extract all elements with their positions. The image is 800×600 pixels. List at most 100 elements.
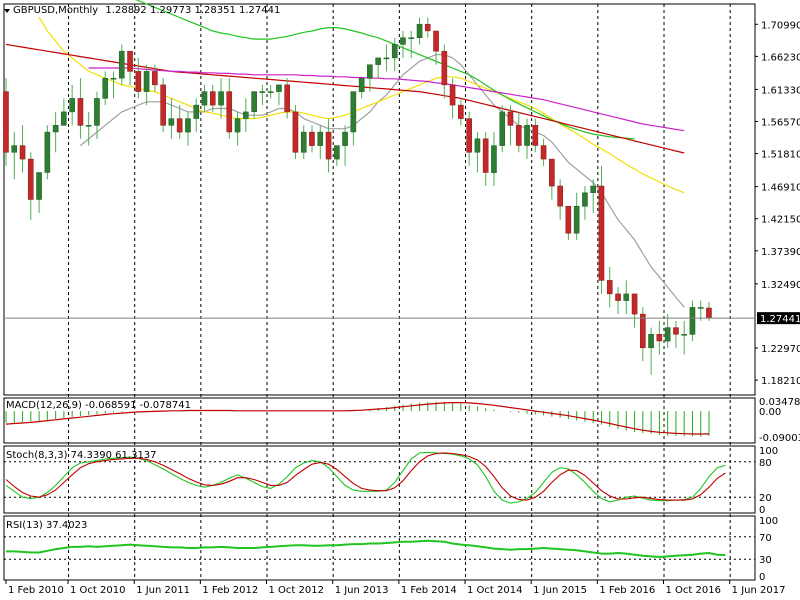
price-tick-label: 1.32490 [761, 280, 800, 291]
candle-body [499, 111, 506, 146]
macd-tick-label: 0.034788 [759, 397, 800, 408]
rsi-title: RSI(13) 37.4023 [6, 520, 87, 531]
price-tick-label: 1.61330 [761, 85, 800, 96]
candle [598, 165, 605, 294]
chart-title: GBPUSD,Monthly 1.28892 1.29773 1.28351 1… [13, 5, 280, 16]
candle-body [118, 50, 125, 79]
candle [515, 111, 522, 153]
candle-body [491, 145, 497, 173]
candle [300, 125, 307, 160]
candle-body [168, 118, 175, 126]
candle [681, 320, 687, 355]
candle-body [292, 111, 299, 153]
price-axis: 1.70990 1.66230 1.61330 1.56570 1.51810 1.469… [755, 20, 800, 387]
candle [209, 84, 216, 112]
candle [449, 78, 456, 119]
candle-body [433, 30, 439, 52]
price-tick-label: 1.37390 [761, 247, 800, 258]
candle-body [226, 91, 233, 133]
candle-body [234, 118, 241, 133]
candle-body [458, 104, 464, 119]
candle [640, 307, 646, 362]
candle-body [367, 64, 373, 79]
candle [292, 105, 299, 160]
candle-body [350, 91, 357, 133]
candle [143, 64, 150, 106]
candle-body [590, 185, 596, 193]
candle-body [160, 84, 166, 126]
candle [375, 57, 381, 79]
dropdown-triangle-icon[interactable] [4, 9, 10, 13]
candle [689, 300, 696, 342]
candle [606, 266, 613, 308]
candle-body [44, 131, 51, 173]
price-tick-label: 1.42150 [761, 215, 800, 226]
candle-body [27, 158, 34, 200]
candle-body [507, 111, 514, 126]
candle [499, 105, 506, 153]
candle [152, 64, 158, 92]
candle [102, 71, 109, 106]
candle-body [127, 50, 133, 72]
current-price-label: 1.27441 [760, 314, 800, 325]
candle-body [201, 91, 208, 106]
candle-body [317, 131, 324, 146]
symbol-label: GBPUSD,Monthly [13, 5, 98, 16]
main-frame [3, 3, 756, 396]
stoch-frame [3, 445, 756, 514]
candle-body [77, 98, 84, 126]
candle-body [623, 293, 630, 301]
stoch-line [5, 451, 726, 504]
candle-body [218, 91, 224, 106]
candle [697, 300, 704, 321]
moving-average-line [135, 0, 635, 140]
candle [631, 293, 638, 328]
candle [491, 132, 497, 187]
candle-body [565, 205, 572, 234]
macd-tick-label: -0.090038 [759, 433, 800, 444]
candle [284, 78, 290, 119]
ohlc-readout: 1.28892 1.29773 1.28351 1.27441 [105, 5, 280, 16]
candle [474, 132, 481, 173]
candle [135, 57, 142, 99]
candle [19, 125, 26, 173]
panel-frames [3, 3, 756, 581]
candle [582, 186, 588, 220]
candle-body [673, 327, 679, 335]
candle [201, 84, 208, 112]
candle [524, 118, 530, 160]
candle-body [375, 57, 381, 65]
candle [234, 111, 241, 146]
candle [61, 98, 67, 126]
time-tick-label: 1 Jun 2015 [533, 585, 587, 596]
candle-body [300, 131, 307, 153]
candle [416, 17, 423, 45]
candle [160, 78, 166, 133]
candle-body [689, 307, 696, 335]
candle-body [400, 37, 406, 45]
candle-body [342, 131, 348, 146]
candle-body [259, 91, 266, 93]
candle [466, 111, 472, 166]
candle-body [193, 104, 200, 119]
macd-frame [3, 397, 756, 444]
rsi-tick-label: 70 [759, 533, 772, 544]
time-tick-label: 1 Jun 2013 [335, 585, 389, 596]
stoch-title: Stoch(8,3,3) 74.3390 61.3137 [6, 450, 157, 461]
candle [532, 118, 539, 153]
price-tick-label: 1.18210 [761, 376, 800, 387]
candle [615, 287, 621, 315]
candle-body [474, 138, 481, 153]
candle-body [334, 145, 340, 160]
candle-body [582, 192, 588, 207]
candle [433, 30, 439, 65]
candle-body [383, 57, 390, 60]
candle-body [243, 111, 249, 119]
candle [350, 91, 357, 146]
candle [309, 125, 315, 153]
candle-body [656, 334, 663, 342]
candle-body [706, 307, 712, 319]
stoch-line [5, 452, 726, 501]
